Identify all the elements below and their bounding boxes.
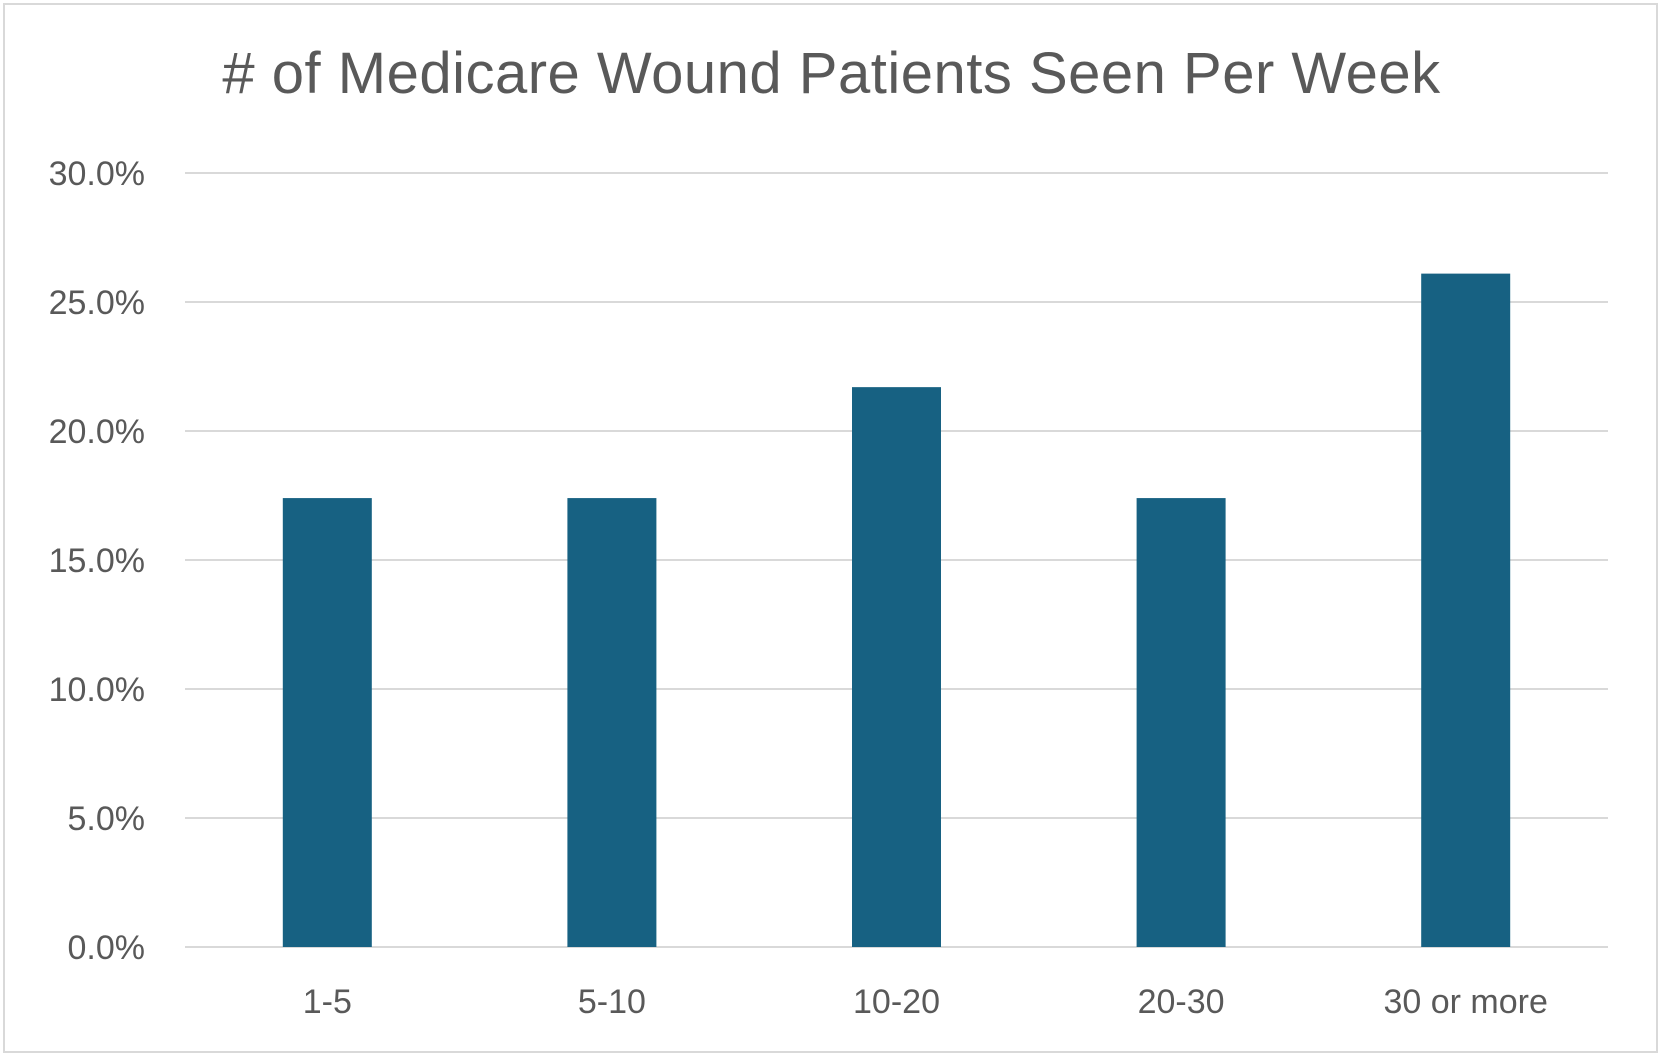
x-tick-label: 20-30 [1138,983,1225,1021]
x-tick-label: 1-5 [303,983,352,1021]
y-tick-label: 0.0% [68,929,146,967]
bar [567,498,657,947]
bar [852,387,941,947]
bars [282,273,1511,947]
x-tick-label: 10-20 [853,983,940,1021]
bar [1421,273,1511,947]
x-tick-label: 5-10 [578,983,646,1021]
y-tick-label: 25.0% [49,284,145,322]
x-axis-tick-labels: 1-5 5-10 10-20 20-30 30 or more [303,983,1548,1021]
bar [282,498,372,947]
bar [1136,498,1226,947]
chart-frame [3,3,1658,1053]
y-tick-label: 10.0% [49,671,145,709]
y-tick-label: 15.0% [49,542,145,580]
y-axis-tick-labels: 0.0% 5.0% 10.0% 15.0% 20.0% 25.0% 30.0% [49,155,145,967]
y-tick-label: 30.0% [49,155,145,193]
y-tick-label: 20.0% [49,413,145,451]
x-tick-label: 30 or more [1383,983,1547,1021]
y-tick-label: 5.0% [68,800,146,838]
chart-title: # of Medicare Wound Patients Seen Per We… [222,41,1441,106]
